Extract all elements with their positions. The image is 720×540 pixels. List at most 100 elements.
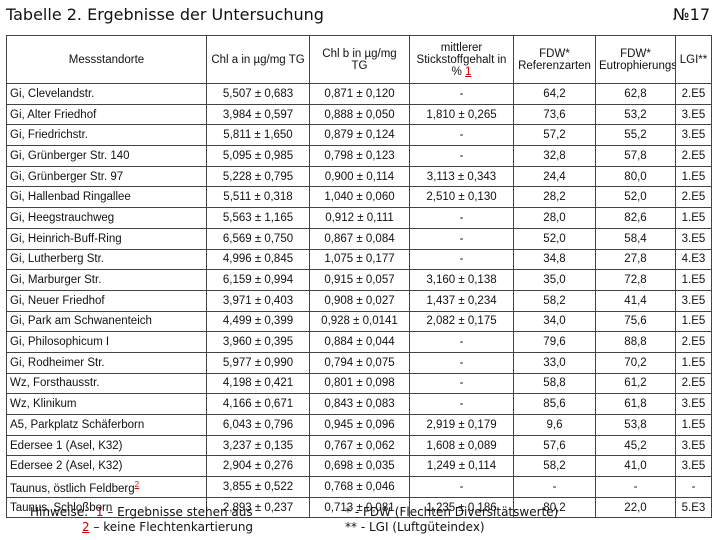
cell-location: Gi, Rodheimer Str. [6, 351, 207, 374]
cell-chl-a: 5,563 ± 1,165 [206, 207, 310, 229]
cell-chl-a: 4,198 ± 0,421 [206, 372, 310, 395]
cell-location: Gi, Friedrichstr. [6, 124, 207, 147]
cell-chl-b: 0,928 ± 0,0141 [309, 310, 410, 333]
cell-chl-a: 5,228 ± 0,795 [206, 165, 310, 188]
cell-stickstoff: - [409, 476, 514, 498]
cell-location: Taunus, Schloßborn [6, 496, 207, 519]
table-row: A5, Parkplatz Schäferborn 6,043 ± 0,796 0,… [6, 414, 712, 436]
cell-location: Gi, Hallenbad Ringallee [6, 186, 207, 209]
results-table: Messstandorte Chl a in µg/mg TG Chl b in… [6, 35, 712, 519]
cell-chl-b: 0,879 ± 0,124 [309, 124, 410, 147]
table-row: Wz, Klinikum 4,166 ± 0,671 0,843 ± 0,083-8… [6, 393, 712, 415]
cell-chl-b: 0,794 ± 0,075 [309, 351, 410, 374]
cell-fdw-eutroph: 27,8 [595, 248, 676, 271]
cell-chl-a: 2,904 ± 0,276 [206, 455, 310, 478]
note-1-number: 1 [95, 505, 104, 519]
cell-fdw-eutroph: 72,8 [595, 269, 676, 291]
footnote-marker: 2 [134, 479, 140, 489]
cell-stickstoff: - [409, 83, 514, 105]
cell-fdw-referenz: 32,8 [513, 145, 596, 167]
table-header-row: Messstandorte Chl a in µg/mg TG Chl b in… [6, 35, 712, 84]
cell-stickstoff: - [409, 145, 514, 167]
cell-chl-b: 0,801 ± 0,098 [309, 372, 410, 395]
cell-stickstoff: 2,082 ± 0,175 [409, 310, 514, 333]
cell-fdw-eutroph: 52,0 [595, 186, 676, 209]
note-2-text: – keine Flechtenkartierung [89, 520, 254, 534]
cell-stickstoff: 1,235 ± 0,186 [409, 496, 514, 519]
notes-label: Hinweise: [30, 505, 89, 519]
cell-fdw-eutroph: 58,4 [595, 227, 676, 250]
cell-chl-a: 5,095 ± 0,985 [206, 145, 310, 167]
cell-stickstoff: - [409, 207, 514, 229]
header-lgi: LGI** [675, 35, 712, 84]
cell-fdw-eutroph: 82,6 [595, 207, 676, 229]
cell-location: A5, Parkplatz Schäferborn [6, 414, 207, 436]
cell-stickstoff: 1,810 ± 0,265 [409, 103, 514, 126]
cell-stickstoff: - [409, 248, 514, 271]
cell-fdw-eutroph: 61,2 [595, 372, 676, 395]
cell-chl-b: 0,768 ± 0,046 [309, 476, 410, 498]
cell-stickstoff: 3,160 ± 0,138 [409, 269, 514, 291]
cell-stickstoff: 1,437 ± 0,234 [409, 289, 514, 312]
table-row: Gi, Clevelandstr. 5,507 ± 0,683 0,871 ± 0,… [6, 83, 712, 105]
cell-fdw-eutroph: 45,2 [595, 434, 676, 457]
cell-lgi: 5.E3 [675, 496, 712, 519]
cell-chl-b: 0,884 ± 0,044 [309, 331, 410, 353]
cell-chl-b: 0,871 ± 0,120 [309, 83, 410, 105]
cell-chl-a: 3,960 ± 0,395 [206, 331, 310, 353]
cell-location: Edersee 1 (Asel, K32) [6, 434, 207, 457]
cell-fdw-referenz: 57,6 [513, 434, 596, 457]
cell-stickstoff: - [409, 393, 514, 415]
table-row: Taunus, östlich Feldberg2 3,855 ± 0,522 0,… [6, 476, 712, 498]
cell-chl-b: 0,888 ± 0,050 [309, 103, 410, 126]
notes-right: * - FDW (Flechten Diversitätswerte) ** -… [345, 505, 558, 535]
header-chl-b: Chl b in µg/mg TG [309, 35, 410, 84]
cell-chl-a: 4,166 ± 0,671 [206, 393, 310, 415]
cell-fdw-eutroph: 61,8 [595, 393, 676, 415]
note-lgi: ** - LGI (Luftgüteindex) [345, 520, 485, 534]
cell-fdw-referenz: 73,6 [513, 103, 596, 126]
cell-stickstoff: 1,249 ± 0,114 [409, 455, 514, 478]
cell-chl-b: 0,945 ± 0,096 [309, 414, 410, 436]
cell-stickstoff: - [409, 351, 514, 374]
cell-lgi: 1.E5 [675, 207, 712, 229]
cell-chl-a: 5,511 ± 0,318 [206, 186, 310, 209]
cell-fdw-eutroph: 55,2 [595, 124, 676, 147]
cell-fdw-referenz: 58,2 [513, 455, 596, 478]
cell-chl-b: 0,867 ± 0,084 [309, 227, 410, 250]
cell-fdw-eutroph: 88,8 [595, 331, 676, 353]
cell-chl-b: 0,843 ± 0,083 [309, 393, 410, 415]
note-1-text: – Ergebnisse stehen aus [103, 505, 253, 519]
cell-location: Gi, Lutherberg Str. [6, 248, 207, 271]
cell-fdw-referenz: 52,0 [513, 227, 596, 250]
cell-location: Gi, Neuer Friedhof [6, 289, 207, 312]
cell-lgi: - [675, 476, 712, 498]
cell-lgi: 1.E5 [675, 351, 712, 374]
cell-location: Edersee 2 (Asel, K32) [6, 455, 207, 478]
cell-fdw-referenz: 34,8 [513, 248, 596, 271]
cell-chl-a: 5,977 ± 0,990 [206, 351, 310, 374]
cell-stickstoff: 2,510 ± 0,130 [409, 186, 514, 209]
cell-lgi: 2.E5 [675, 83, 712, 105]
cell-location: Gi, Grünberger Str. 140 [6, 145, 207, 167]
table-row: Edersee 2 (Asel, K32) 2,904 ± 0,276 0,698 … [6, 455, 712, 478]
table-row: Gi, Heinrich-Buff-Ring 6,569 ± 0,750 0,867… [6, 227, 712, 250]
cell-fdw-eutroph: 53,2 [595, 103, 676, 126]
cell-fdw-referenz: 35,0 [513, 269, 596, 291]
cell-fdw-eutroph: 80,0 [595, 165, 676, 188]
table-row: Gi, Lutherberg Str. 4,996 ± 0,845 1,075 ± … [6, 248, 712, 271]
cell-fdw-eutroph: - [595, 476, 676, 498]
cell-fdw-referenz: 33,0 [513, 351, 596, 374]
table-row: Gi, Philosophicum I 3,960 ± 0,395 0,884 ± … [6, 331, 712, 353]
cell-fdw-eutroph: 41,4 [595, 289, 676, 312]
cell-lgi: 2.E5 [675, 331, 712, 353]
cell-stickstoff: - [409, 124, 514, 147]
header-fdw-eutroph: FDW* Eutrophierungszeiger [595, 35, 676, 84]
cell-fdw-eutroph: 57,8 [595, 145, 676, 167]
table-row: Gi, Hallenbad Ringallee 5,511 ± 0,318 1,04… [6, 186, 712, 209]
cell-lgi: 1.E5 [675, 269, 712, 291]
cell-lgi: 4.E3 [675, 248, 712, 271]
table-row: Gi, Grünberger Str. 140 5,095 ± 0,985 0,79… [6, 145, 712, 167]
cell-chl-a: 6,159 ± 0,994 [206, 269, 310, 291]
cell-chl-b: 0,698 ± 0,035 [309, 455, 410, 478]
